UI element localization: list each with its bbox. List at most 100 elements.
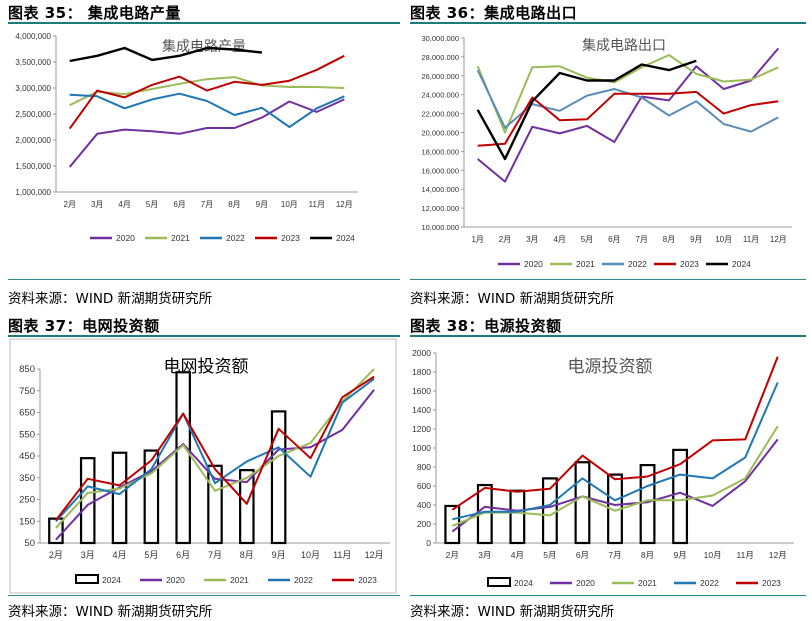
x-tick-label: 6月 xyxy=(576,550,589,560)
x-tick-label: 2月 xyxy=(446,550,459,560)
legend-label: 2021 xyxy=(638,578,657,588)
source-rule xyxy=(410,279,806,280)
y-tick-label: 350 xyxy=(19,473,35,484)
y-tick-label: 450 xyxy=(19,451,35,462)
x-tick-label: 3月 xyxy=(91,200,103,209)
bar-2024 xyxy=(509,489,526,545)
y-tick-label: 12,000.000 xyxy=(421,204,459,213)
y-tick-label: 550 xyxy=(19,429,35,440)
legend-label: 2022 xyxy=(226,233,245,243)
y-tick-label: 1200 xyxy=(412,424,431,434)
chart-frame xyxy=(9,338,397,594)
bar-2024 xyxy=(574,461,591,545)
bar-2024 xyxy=(239,469,255,545)
series-line-2021 xyxy=(476,54,779,134)
y-tick-label: 1,000,000 xyxy=(15,188,51,197)
x-tick-label: 10月 xyxy=(715,235,732,244)
y-tick-label: 26,000.000 xyxy=(421,72,459,81)
y-tick-label: 24,000.000 xyxy=(421,91,459,100)
legend-label: 2024 xyxy=(336,233,355,243)
y-tick-label: 850 xyxy=(19,364,35,375)
x-tick-label: 12月 xyxy=(336,200,353,209)
x-tick-label: 3月 xyxy=(81,550,95,560)
y-tick-label: 18,000.000 xyxy=(421,147,459,156)
y-tick-label: 250 xyxy=(19,495,35,506)
legend-label: 2022 xyxy=(628,259,647,269)
x-tick-label: 9月 xyxy=(272,550,286,560)
series-line-2024 xyxy=(69,46,263,63)
x-tick-label: 9月 xyxy=(673,550,686,560)
series-line-2020 xyxy=(477,47,780,183)
y-tick-label: 400 xyxy=(417,500,431,510)
series-line-2020 xyxy=(68,98,345,168)
chart-title: 电源投资额 xyxy=(568,357,653,376)
source-note: 资料来源：WIND 新湖期货研究所 xyxy=(410,291,615,307)
heading-rule xyxy=(8,22,400,24)
source-rule xyxy=(410,595,806,596)
y-tick-label: 30,000.000 xyxy=(421,34,459,43)
legend-label: 2024 xyxy=(514,578,533,588)
x-tick-label: 5月 xyxy=(144,550,158,560)
x-tick-label: 6月 xyxy=(176,550,190,560)
x-tick-label: 6月 xyxy=(173,200,185,209)
series-line-2022 xyxy=(69,92,345,128)
series-line-2021 xyxy=(69,76,345,107)
x-tick-label: 11月 xyxy=(333,550,351,560)
legend-label: 2020 xyxy=(576,578,595,588)
x-tick-label: 11月 xyxy=(737,550,754,560)
chart-title: 电网投资额 xyxy=(164,357,249,376)
source-note: 资料来源：WIND 新湖期货研究所 xyxy=(8,291,213,307)
x-tick-label: 4月 xyxy=(113,550,127,560)
x-tick-label: 9月 xyxy=(256,200,268,209)
bar-2024 xyxy=(175,371,191,545)
x-tick-label: 12月 xyxy=(769,550,787,560)
source-rule xyxy=(8,595,400,596)
legend-label: 2023 xyxy=(680,259,699,269)
heading-rule xyxy=(410,335,806,337)
y-tick-label: 3,000,000 xyxy=(15,84,51,93)
x-tick-label: 4月 xyxy=(553,235,565,244)
x-tick-label: 5月 xyxy=(581,235,593,244)
y-tick-label: 200 xyxy=(417,519,431,529)
y-tick-label: 1600 xyxy=(412,386,431,396)
chart-grid-investment: 50 150 250 350 450 550 650 750 850 2月 3月 4月 5月 6月 7月 8月… xyxy=(9,338,397,594)
y-tick-label: 600 xyxy=(417,481,431,491)
x-tick-label: 7月 xyxy=(635,235,647,244)
chart-title: 集成电路出口 xyxy=(582,37,666,53)
x-tick-label: 5月 xyxy=(543,550,556,560)
bar-2024 xyxy=(270,410,287,545)
x-tick-label: 12月 xyxy=(770,235,787,244)
panel-ic-export: 图表 36：集成电路出口 10,000.000 12,000.000 14,000.… xyxy=(410,0,806,310)
x-tick-label: 8月 xyxy=(228,200,240,209)
x-tick-label: 7月 xyxy=(201,200,213,209)
panel-grid-investment: 图表 37：电网投资额 50 150 250 350 450 550 650 750 850 2月… xyxy=(8,313,400,621)
series-line-2023 xyxy=(477,90,779,147)
panel-ic-production: 图表 35： 集成电路产量 1,000,000 1,500,000 2,000,00… xyxy=(8,0,400,310)
y-tick-label: 1000 xyxy=(412,443,431,453)
series-line-2020 xyxy=(451,438,779,533)
x-tick-label: 10月 xyxy=(704,550,722,560)
x-tick-label: 11月 xyxy=(309,200,325,209)
series-line-2023 xyxy=(55,375,375,521)
x-tick-label: 11月 xyxy=(743,235,759,244)
y-tick-label: 4,000,000 xyxy=(15,32,51,41)
legend-label: 2020 xyxy=(524,259,543,269)
x-tick-label: 8月 xyxy=(240,550,254,560)
chart-ic-production: 1,000,000 1,500,000 2,000,000 2,500,000 3,00… xyxy=(15,32,358,243)
y-tick-label: 2000 xyxy=(412,348,431,358)
x-tick-label: 9月 xyxy=(690,235,702,244)
heading-rule xyxy=(410,22,806,24)
y-tick-label: 750 xyxy=(19,386,35,397)
x-tick-label: 7月 xyxy=(608,550,621,560)
x-tick-label: 10月 xyxy=(281,200,298,209)
x-tick-label: 1月 xyxy=(471,235,483,244)
series-line-2024 xyxy=(476,59,697,161)
y-tick-label: 3,500,000 xyxy=(15,58,51,67)
y-tick-label: 20,000.000 xyxy=(421,129,459,138)
y-tick-label: 150 xyxy=(19,516,35,527)
legend-label: 2021 xyxy=(230,575,249,585)
x-tick-label: 2月 xyxy=(64,200,76,209)
y-tick-label: 28,000.000 xyxy=(421,53,459,62)
legend-label: 2022 xyxy=(700,578,719,588)
series-line-2021 xyxy=(55,368,375,529)
